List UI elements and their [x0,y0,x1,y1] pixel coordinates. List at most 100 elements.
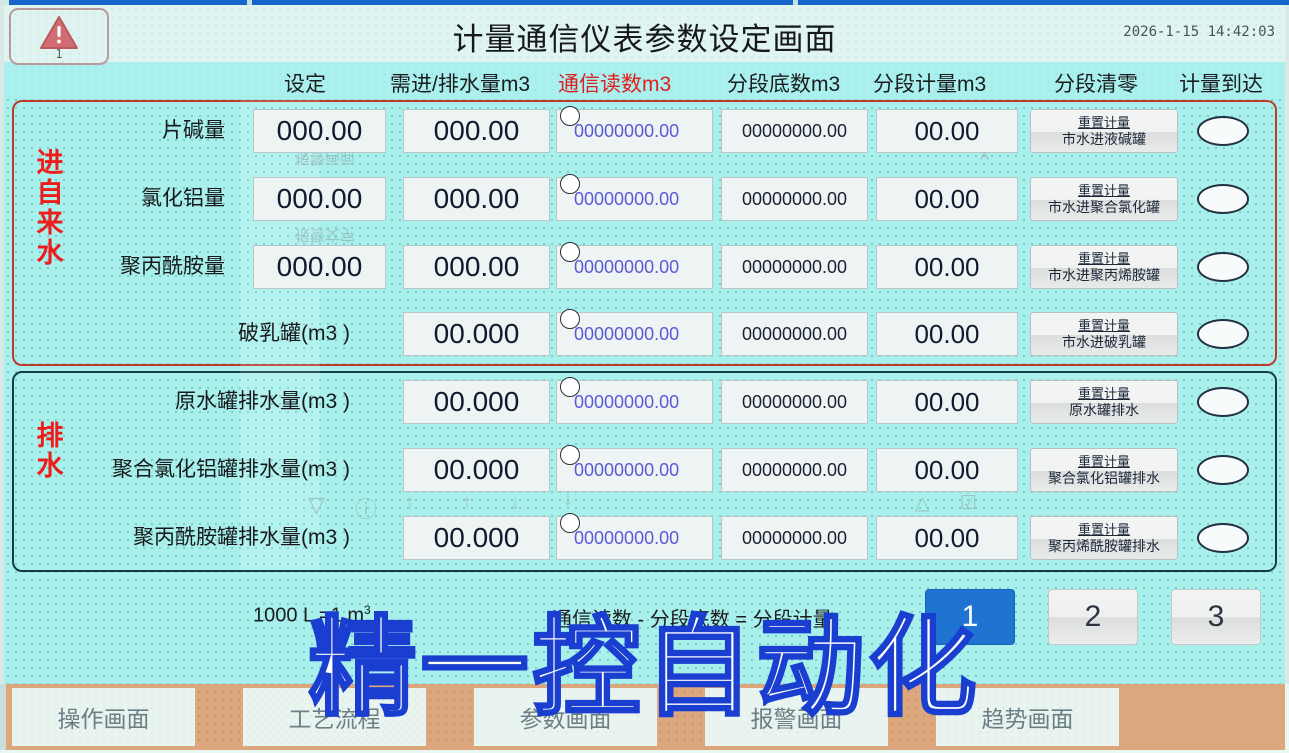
arrive-lamp-inlet-0 [1197,116,1249,146]
strip-gap-right [793,0,798,5]
segment-value-inlet-1: 00.00 [876,177,1018,221]
segment-value-drain-1: 00.00 [876,448,1018,492]
reset-button-title-inlet-0: 重置计量 [1077,114,1130,130]
column-header-comm: 通信读数m3 [558,73,672,96]
reset-button-drain-0[interactable]: 重置计量 原水罐排水 [1030,380,1178,424]
section-inlet-frame [12,100,1277,366]
comm-value-drain-1: 00000000.00 [556,448,713,492]
segment-value-drain-2: 00.00 [876,516,1018,560]
alarm-button[interactable]: 1 [9,8,109,65]
segment-value-inlet-0: 00.00 [876,109,1018,153]
comm-value-inlet-3: 00000000.00 [556,312,713,356]
column-header-needed: 需进/排水量m3 [390,73,531,96]
section-inlet-label: 进自来水 [36,148,64,268]
reset-button-drain-2[interactable]: 重置计量 聚丙烯酰胺罐排水 [1030,516,1178,560]
row-label-inlet-1: 氯化铝量 [141,187,225,210]
reset-button-title-inlet-1: 重置计量 [1077,182,1130,198]
arrive-lamp-inlet-3 [1197,319,1249,349]
segment-value-drain-0: 00.00 [876,380,1018,424]
setting-value-inlet-0[interactable]: 000.00 [253,109,386,153]
section-drain-label: 排水 [36,421,64,481]
nav-button-operation[interactable]: 操作画面 [12,688,195,746]
header-background [4,5,1285,68]
setting-value-inlet-2[interactable]: 000.00 [253,245,386,289]
nav-button-parameter[interactable]: 参数画面 [474,688,657,746]
comm-value-inlet-1: 00000000.00 [556,177,713,221]
row-label-inlet-2: 聚丙酰胺量 [120,255,225,278]
row-label-drain-2: 聚丙酰胺罐排水量(m3 ) [133,526,350,549]
comm-value-inlet-2: 00000000.00 [556,245,713,289]
needed-value-inlet-1[interactable]: 000.00 [403,177,550,221]
reset-button-drain-1[interactable]: 重置计量 聚合氯化铝罐排水 [1030,448,1178,492]
nav-separator-1 [195,688,243,746]
nav-button-trend[interactable]: 趋势画面 [936,688,1119,746]
reset-button-inlet-0[interactable]: 重置计量 市水进液碱罐 [1030,109,1178,153]
reset-button-title-drain-2: 重置计量 [1077,521,1130,537]
top-accent-strip [0,0,1289,5]
needed-value-inlet-0[interactable]: 000.00 [403,109,550,153]
base-value-drain-1[interactable]: 00000000.00 [721,448,868,492]
strip-gap-mid [247,0,252,5]
warning-triangle-icon [39,15,79,50]
reset-button-target-inlet-2: 市水进聚丙烯胺罐 [1048,266,1160,283]
reset-button-title-inlet-2: 重置计量 [1077,250,1130,266]
nav-button-alarm[interactable]: 报警画面 [705,688,888,746]
row-label-inlet-3: 破乳罐(m3 ) [238,322,350,345]
comm-status-dot-drain-1 [560,445,580,465]
arrive-lamp-drain-1 [1197,455,1249,485]
segment-value-inlet-3: 00.00 [876,312,1018,356]
reset-button-target-inlet-3: 市水进破乳罐 [1062,333,1146,350]
arrive-lamp-drain-0 [1197,387,1249,417]
reset-button-inlet-3[interactable]: 重置计量 市水进破乳罐 [1030,312,1178,356]
needed-value-inlet-2[interactable]: 000.00 [403,245,550,289]
page-button-3[interactable]: 3 [1171,589,1261,645]
base-value-drain-2[interactable]: 00000000.00 [721,516,868,560]
row-label-drain-0: 原水罐排水量(m3 ) [175,390,350,413]
reset-button-inlet-2[interactable]: 重置计量 市水进聚丙烯胺罐 [1030,245,1178,289]
reset-button-title-drain-0: 重置计量 [1077,385,1130,401]
base-value-inlet-2[interactable]: 00000000.00 [721,245,868,289]
needed-value-inlet-3[interactable]: 00.000 [403,312,550,356]
comm-value-drain-2: 00000000.00 [556,516,713,560]
alarm-count: 1 [55,46,63,61]
row-label-drain-1: 聚合氯化铝罐排水量(m3 ) [112,458,350,481]
reset-button-title-drain-1: 重置计量 [1077,453,1130,469]
nav-separator-2 [426,688,474,746]
clock-display: 2026-1-15 14:42:03 [1123,24,1275,40]
column-header-reset: 分段清零 [1054,73,1138,96]
navbar-left-edge [0,684,6,750]
comm-status-dot-drain-0 [560,377,580,397]
unit-note-exponent: 3 [364,603,371,617]
reset-button-target-drain-1: 聚合氯化铝罐排水 [1048,469,1160,486]
column-header-segment: 分段计量m3 [873,73,987,96]
section-drain-frame [12,371,1277,572]
base-value-inlet-3[interactable]: 00000000.00 [721,312,868,356]
needed-value-drain-2[interactable]: 00.000 [403,516,550,560]
row-label-inlet-0: 片碱量 [162,119,225,142]
reset-button-target-drain-0: 原水罐排水 [1069,401,1139,418]
comm-value-inlet-0: 00000000.00 [556,109,713,153]
right-rail [1284,5,1289,684]
arrive-lamp-drain-2 [1197,523,1249,553]
page-title: 计量通信仪表参数设定画面 [452,22,837,57]
column-header-base: 分段底数m3 [727,73,841,96]
nav-separator-4 [888,688,936,746]
needed-value-drain-1[interactable]: 00.000 [403,448,550,492]
base-value-inlet-0[interactable]: 00000000.00 [721,109,868,153]
comm-status-dot-drain-2 [560,513,580,533]
base-value-drain-0[interactable]: 00000000.00 [721,380,868,424]
page-button-2[interactable]: 2 [1048,589,1138,645]
reset-button-inlet-1[interactable]: 重置计量 市水进聚合氯化罐 [1030,177,1178,221]
page-button-1[interactable]: 1 [925,589,1015,645]
reset-button-target-drain-2: 聚丙烯酰胺罐排水 [1048,537,1160,554]
unit-note-text: 1000 L =1 m [253,604,365,627]
nav-button-process[interactable]: 工艺流程 [243,688,426,746]
setting-value-inlet-1[interactable]: 000.00 [253,177,386,221]
base-value-inlet-1[interactable]: 00000000.00 [721,177,868,221]
comm-status-dot-inlet-1 [560,174,580,194]
nav-separator-3 [657,688,705,746]
needed-value-drain-0[interactable]: 00.000 [403,380,550,424]
left-rail [0,5,5,684]
reset-button-target-inlet-0: 市水进液碱罐 [1062,130,1146,147]
